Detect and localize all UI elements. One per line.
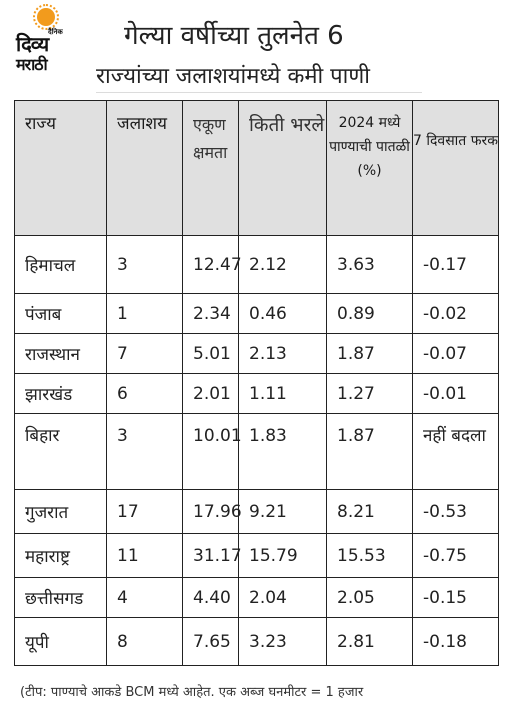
cell-reservoir: 8 xyxy=(106,617,183,666)
cell-filled: 15.79 xyxy=(238,533,327,578)
footnote: (टीप: पाण्याचे आकडे BCM मध्ये आहेत. एक अ… xyxy=(20,685,364,700)
cell-filled: 1.11 xyxy=(238,373,327,414)
sun-icon xyxy=(33,4,59,30)
cell-diff: -0.17 xyxy=(412,235,499,294)
cell-reservoir: 6 xyxy=(106,373,183,414)
header-state: राज्य xyxy=(14,100,107,236)
cell-level: 1.87 xyxy=(326,333,413,374)
cell-filled: 1.83 xyxy=(238,413,327,490)
cell-diff: -0.75 xyxy=(412,533,499,578)
cell-reservoir: 17 xyxy=(106,489,183,534)
cell-filled: 2.12 xyxy=(238,235,327,294)
cell-filled: 9.21 xyxy=(238,489,327,534)
cell-diff: -0.02 xyxy=(412,293,499,334)
header-diff-7-days: 7 दिवसात फरक xyxy=(412,100,499,236)
table-row: झारखंड 6 2.01 1.11 1.27 -0.01 xyxy=(14,373,499,414)
cell-reservoir: 3 xyxy=(106,413,183,490)
cell-filled: 3.23 xyxy=(238,617,327,666)
cell-diff: -0.53 xyxy=(412,489,499,534)
cell-level: 3.63 xyxy=(326,235,413,294)
cell-level: 0.89 xyxy=(326,293,413,334)
cell-capacity: 2.01 xyxy=(182,373,239,414)
cell-reservoir: 11 xyxy=(106,533,183,578)
cell-level: 1.87 xyxy=(326,413,413,490)
table-row: राजस्थान 7 5.01 2.13 1.87 -0.07 xyxy=(14,333,499,374)
cell-reservoir: 1 xyxy=(106,293,183,334)
cell-diff: -0.18 xyxy=(412,617,499,666)
logo-line-1: दिव्य xyxy=(16,32,49,56)
table-row: यूपी 8 7.65 3.23 2.81 -0.18 xyxy=(14,617,499,666)
table-row: पंजाब 1 2.34 0.46 0.89 -0.02 xyxy=(14,293,499,334)
cell-filled: 2.13 xyxy=(238,333,327,374)
cell-level: 8.21 xyxy=(326,489,413,534)
header-reservoir: जलाशय xyxy=(106,100,183,236)
cell-reservoir: 4 xyxy=(106,577,183,618)
title-line-2: राज्यांच्या जलाशयांमध्ये कमी पाणी xyxy=(96,64,370,89)
header-level-2024: 2024 मध्ये पाण्याची पातळी (%) xyxy=(326,100,413,236)
table-row: बिहार 3 10.01 1.83 1.87 नहीं बदला xyxy=(14,413,499,490)
logo-small-text: दैनिक xyxy=(48,28,63,36)
table-row: महाराष्ट्र 11 31.17 15.79 15.53 -0.75 xyxy=(14,533,499,578)
cell-level: 2.05 xyxy=(326,577,413,618)
cell-level: 1.27 xyxy=(326,373,413,414)
cell-state: गुजरात xyxy=(14,489,107,534)
cell-capacity: 17.96 xyxy=(182,489,242,534)
table-row: छत्तीसगड 4 4.40 2.04 2.05 -0.15 xyxy=(14,577,499,618)
cell-diff: नहीं बदला xyxy=(412,413,499,490)
cell-state: छत्तीसगड xyxy=(14,577,107,618)
cell-capacity: 12.47 xyxy=(182,235,242,294)
cell-state: पंजाब xyxy=(14,293,107,334)
title-line-1: गेल्या वर्षीच्या तुलनेत 6 xyxy=(124,21,344,51)
cell-state: झारखंड xyxy=(14,373,107,414)
cell-capacity: 7.65 xyxy=(182,617,239,666)
cell-capacity: 5.01 xyxy=(182,333,239,374)
header-filled: किती भरले xyxy=(238,100,327,236)
cell-capacity: 4.40 xyxy=(182,577,239,618)
reservoir-table: राज्य जलाशय एकूण क्षमता किती भरले 2024 म… xyxy=(14,100,499,666)
cell-capacity: 2.34 xyxy=(182,293,239,334)
title-divider xyxy=(96,92,422,93)
cell-reservoir: 7 xyxy=(106,333,183,374)
cell-filled: 0.46 xyxy=(238,293,327,334)
cell-capacity: 31.17 xyxy=(182,533,242,578)
cell-state: यूपी xyxy=(14,617,107,666)
cell-level: 15.53 xyxy=(326,533,413,578)
cell-diff: -0.07 xyxy=(412,333,499,374)
cell-state: राजस्थान xyxy=(14,333,107,374)
cell-diff: -0.15 xyxy=(412,577,499,618)
cell-diff: -0.01 xyxy=(412,373,499,414)
cell-level: 2.81 xyxy=(326,617,413,666)
cell-state: महाराष्ट्र xyxy=(14,533,107,578)
cell-filled: 2.04 xyxy=(238,577,327,618)
table-row: हिमाचल 3 12.47 2.12 3.63 -0.17 xyxy=(14,235,499,294)
cell-state: बिहार xyxy=(14,413,107,490)
logo-line-2: मराठी xyxy=(16,55,48,74)
cell-state: हिमाचल xyxy=(14,235,107,294)
table-row: गुजरात 17 17.96 9.21 8.21 -0.53 xyxy=(14,489,499,534)
divya-marathi-logo: दैनिक दिव्य मराठी xyxy=(16,4,78,74)
cell-capacity: 10.01 xyxy=(182,413,242,490)
table-header-row: राज्य जलाशय एकूण क्षमता किती भरले 2024 म… xyxy=(14,100,499,236)
cell-reservoir: 3 xyxy=(106,235,183,294)
header-capacity: एकूण क्षमता xyxy=(182,100,239,236)
